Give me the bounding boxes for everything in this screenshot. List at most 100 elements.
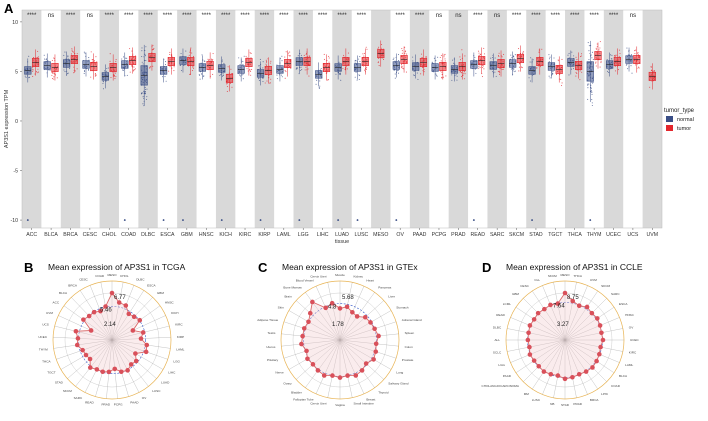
tumor-point — [404, 52, 406, 54]
normal-point — [474, 68, 476, 70]
tumor-point — [637, 52, 639, 54]
data-point — [376, 333, 381, 339]
category-label: SKCM — [601, 284, 610, 288]
tumor-point — [305, 66, 307, 68]
normal-point — [590, 81, 593, 83]
normal-point — [397, 72, 400, 74]
normal-point — [570, 68, 573, 70]
normal-point — [143, 90, 145, 92]
normal-point — [631, 72, 633, 74]
normal-point — [141, 55, 143, 58]
category-label: PRAD — [101, 403, 110, 407]
tumor-point — [498, 73, 501, 76]
x-tick-label: UVM — [647, 232, 659, 238]
normal-point — [510, 68, 512, 70]
normal-point — [141, 47, 143, 49]
tumor-point — [579, 79, 581, 81]
spoke — [58, 315, 113, 341]
normal-point — [528, 77, 530, 79]
data-point — [144, 342, 150, 348]
normal-point — [394, 73, 396, 75]
tumor-point — [37, 68, 39, 70]
normal-point — [221, 75, 223, 77]
tumor-point — [599, 47, 601, 49]
tumor-point — [638, 66, 640, 68]
normal-point — [551, 73, 553, 75]
normal-point — [280, 74, 282, 76]
x-tick-label: READ — [471, 232, 486, 238]
group-kirp: **** — [256, 13, 272, 221]
low-outlier-point — [356, 219, 359, 221]
spoke — [71, 297, 113, 341]
category-label: LAML — [176, 347, 184, 351]
tumor-point — [32, 75, 34, 77]
category-label: UCS — [42, 323, 49, 327]
category-label: Bladder — [291, 391, 302, 395]
normal-point — [587, 83, 589, 85]
tumor-point — [268, 82, 270, 84]
tumor-point — [595, 47, 597, 49]
tumor-point — [423, 68, 425, 70]
tumor-point — [265, 64, 268, 66]
normal-point — [106, 67, 108, 70]
normal-point — [451, 74, 453, 76]
tumor-point — [305, 53, 308, 55]
x-axis: ACC BLCA BRCA CESC CHOL COAD DLBC ESCA GBM HNSC KI… — [26, 228, 658, 238]
tumor-point — [463, 78, 466, 80]
data-point — [535, 310, 541, 316]
data-point — [123, 303, 129, 308]
tumor-point — [405, 71, 407, 73]
tumor-point — [404, 51, 406, 53]
normal-point — [510, 54, 512, 56]
band-kich — [215, 10, 236, 228]
tumor-point — [538, 51, 540, 53]
spoke — [75, 339, 113, 387]
tumor-point — [115, 60, 117, 62]
tumor-point — [134, 68, 137, 70]
data-point — [323, 305, 328, 311]
tumor-point — [73, 72, 75, 74]
tumor-point — [327, 79, 330, 81]
tumor-point — [132, 70, 134, 72]
significance-label: ns — [48, 13, 54, 19]
tumor-point — [115, 59, 117, 61]
spoke — [296, 300, 341, 341]
normal-point — [144, 88, 147, 90]
spoke — [53, 339, 113, 349]
significance-label: **** — [240, 13, 250, 19]
normal-point — [107, 67, 109, 69]
y-tick-label: 0 — [15, 119, 18, 125]
group-read: **** — [470, 13, 486, 221]
tumor-point — [443, 56, 445, 58]
category-label: Blood Vessel — [296, 279, 314, 283]
x-tick-label: UCEC — [606, 232, 621, 238]
tumor-point — [581, 71, 583, 73]
normal-point — [607, 70, 609, 72]
normal-point — [83, 69, 86, 71]
normal-point — [492, 71, 494, 73]
normal-point — [606, 58, 608, 61]
spoke — [542, 285, 566, 341]
tumor-point — [250, 70, 252, 72]
group-paad: **** — [412, 13, 428, 80]
normal-point — [219, 74, 221, 77]
tumor-point — [110, 77, 112, 79]
data-point — [570, 374, 575, 380]
tumor-point — [231, 86, 233, 88]
x-tick-label: BLCA — [44, 232, 58, 238]
tumor-point — [635, 49, 637, 51]
spoke — [339, 310, 392, 341]
low-outlier-point — [162, 219, 165, 221]
normal-point — [165, 80, 167, 82]
category-label: OV — [142, 396, 147, 400]
group-uvm — [648, 63, 656, 90]
normal-point — [258, 64, 260, 67]
normal-point — [412, 74, 415, 76]
category-label: LUSC — [532, 398, 541, 402]
normal-point — [397, 69, 399, 71]
category-label: Testis — [267, 331, 275, 335]
band-dlbc — [138, 10, 158, 228]
spoke — [564, 339, 588, 395]
category-label: Stomach — [396, 306, 408, 310]
normal-point — [44, 58, 46, 60]
